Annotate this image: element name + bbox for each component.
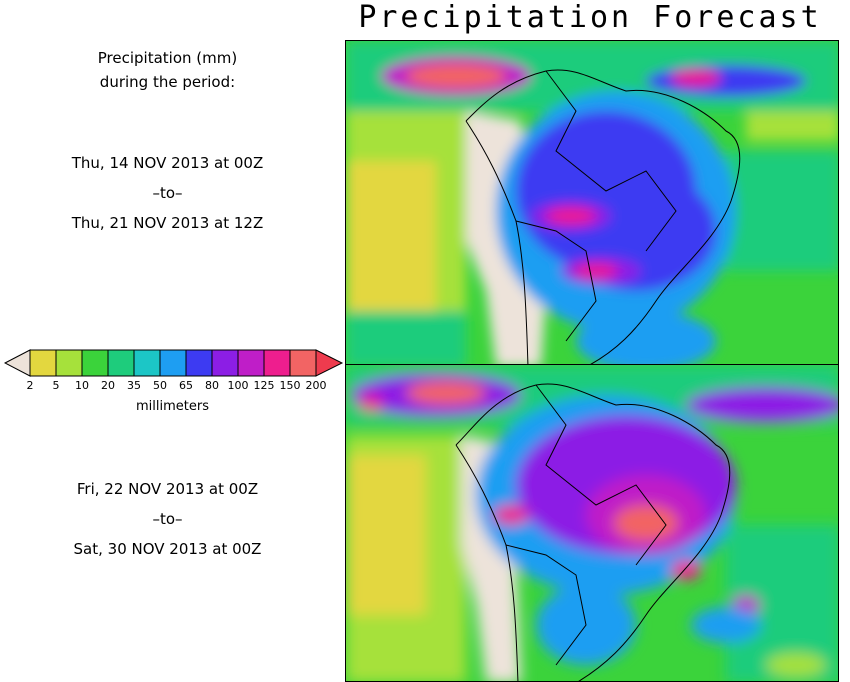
period1-start: Thu, 14 NOV 2013 at 00Z xyxy=(71,154,264,172)
colorbar-tick-label: 80 xyxy=(205,379,219,392)
color-legend-ticks: 2 5 10 20 35 50 65 80 100 125 150 200 xyxy=(0,379,345,393)
colorbar-tick-label: 150 xyxy=(279,379,301,392)
colorbar-under-arrow xyxy=(3,349,31,377)
map2-graphic xyxy=(346,365,838,681)
colorbar-tick-label: 5 xyxy=(52,379,60,392)
colorbar-swatch xyxy=(289,349,317,377)
forecast-map-week2 xyxy=(345,364,839,682)
period1-end: Thu, 21 NOV 2013 at 12Z xyxy=(71,214,264,232)
colorbar-tick-label: 2 xyxy=(26,379,34,392)
color-legend xyxy=(3,349,345,381)
forecast-map-week1 xyxy=(345,40,839,366)
colorbar-swatch xyxy=(133,349,161,377)
colorbar-tick-label: 125 xyxy=(253,379,275,392)
color-legend-bar xyxy=(3,349,344,377)
period2-start: Fri, 22 NOV 2013 at 00Z xyxy=(76,480,259,498)
header-line1: Precipitation (mm) xyxy=(97,49,238,67)
map1-graphic xyxy=(346,41,838,365)
header-line2: during the period: xyxy=(99,73,236,91)
color-legend-unit: millimeters xyxy=(136,399,209,414)
colorbar-swatch xyxy=(159,349,187,377)
colorbar-tick-label: 100 xyxy=(227,379,249,392)
colorbar-swatch xyxy=(237,349,265,377)
colorbar-tick-label: 20 xyxy=(101,379,115,392)
colorbar-swatch xyxy=(211,349,239,377)
colorbar-swatch xyxy=(185,349,213,377)
page-title: Precipitation Forecast xyxy=(358,0,822,35)
colorbar-tick-label: 10 xyxy=(75,379,89,392)
colorbar-tick-label: 35 xyxy=(127,379,141,392)
colorbar-swatch xyxy=(263,349,291,377)
colorbar-tick-label: 200 xyxy=(305,379,327,392)
period2-end: Sat, 30 NOV 2013 at 00Z xyxy=(73,540,262,558)
colorbar-tick-label: 65 xyxy=(179,379,193,392)
colorbar-over-arrow xyxy=(315,349,344,377)
colorbar-tick-label: 50 xyxy=(153,379,167,392)
colorbar-swatch xyxy=(107,349,135,377)
period2-sep: –to– xyxy=(152,510,183,528)
colorbar-swatch xyxy=(29,349,57,377)
colorbar-swatch xyxy=(81,349,109,377)
period1-sep: –to– xyxy=(152,184,183,202)
colorbar-swatch xyxy=(55,349,83,377)
